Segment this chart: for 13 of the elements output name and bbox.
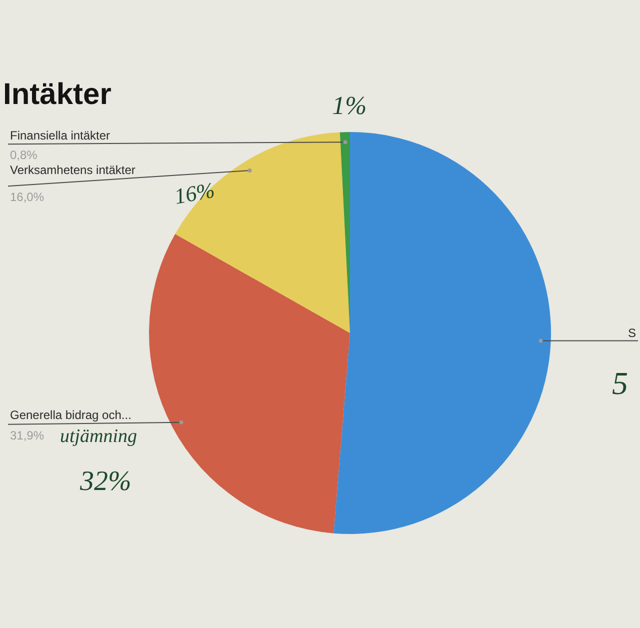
data-label: 0,8% (10, 148, 38, 162)
data-label: 16,0% (10, 190, 44, 204)
slice-label: Verksamhetens intäkter (10, 162, 136, 177)
slice-label: Generella bidrag och... (10, 408, 132, 422)
text: 1% (332, 91, 367, 120)
text: utjämning (60, 426, 138, 447)
chart-title: Intäkter (3, 78, 112, 111)
text: 16% (172, 177, 217, 209)
data-label: 31,9% (10, 428, 44, 442)
slice-label: S (628, 326, 636, 340)
text: 32% (79, 466, 132, 497)
slice-label: Finansiella intäkter (10, 128, 110, 143)
text: 5 (612, 365, 628, 401)
